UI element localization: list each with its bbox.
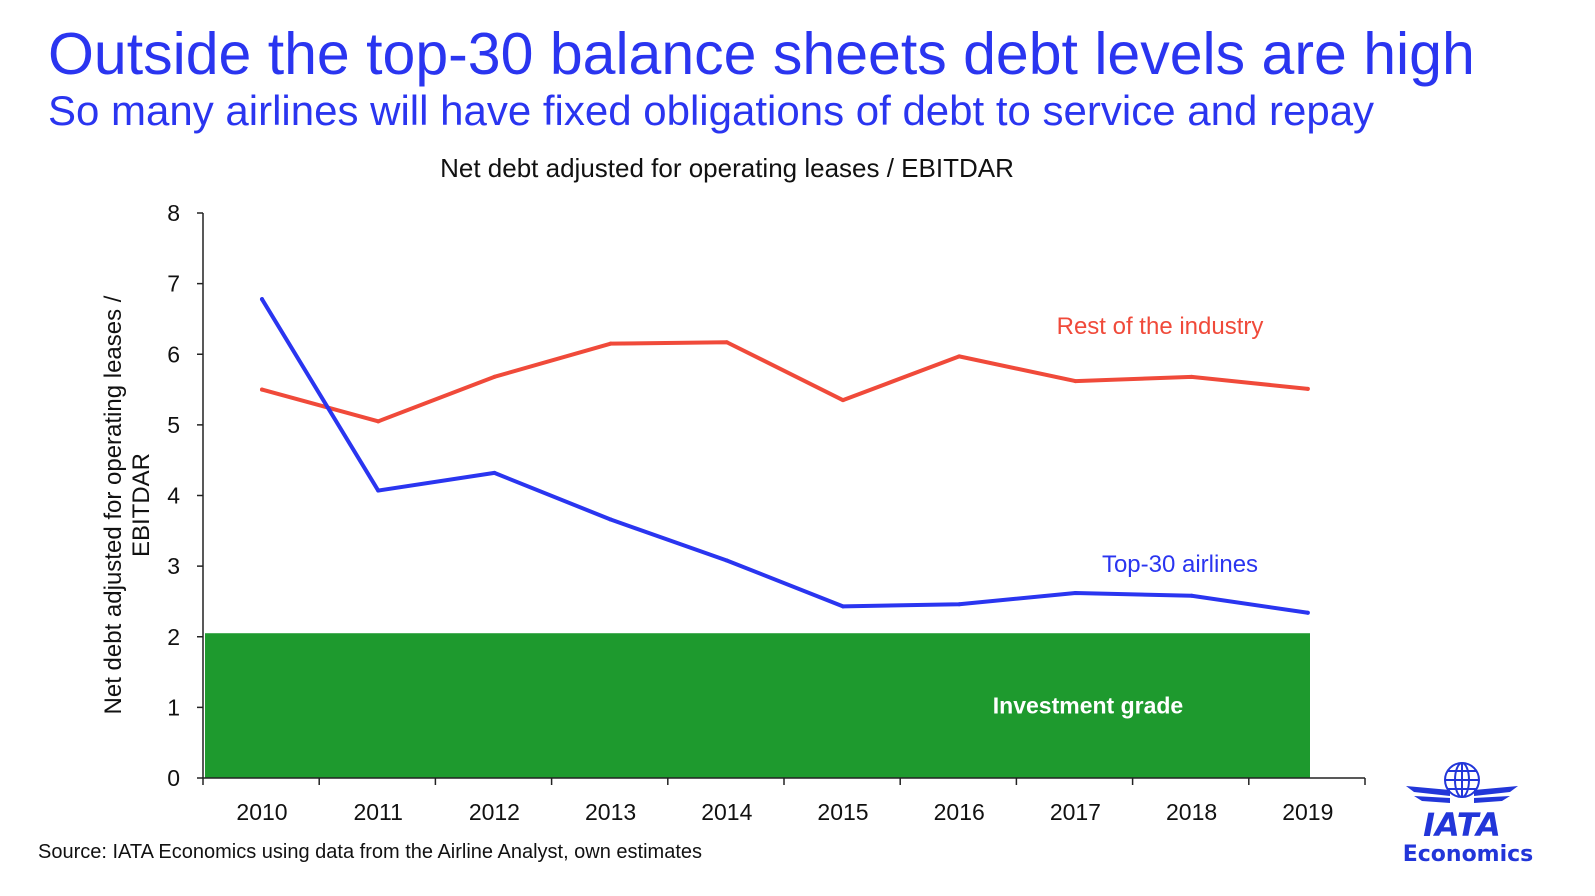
data-point <box>260 297 264 302</box>
y-tick-label: 1 <box>167 694 180 720</box>
band-layer: Investment grade <box>205 633 1310 778</box>
x-tick-label: 2016 <box>934 799 985 825</box>
data-point <box>957 354 962 359</box>
data-point <box>1189 593 1194 598</box>
data-point <box>260 387 264 392</box>
x-tick-label: 2017 <box>1050 799 1101 825</box>
x-tick-label: 2015 <box>817 799 868 825</box>
y-tick-label: 3 <box>167 553 180 579</box>
data-point <box>492 470 497 475</box>
y-tick-label: 7 <box>167 271 180 297</box>
x-tick-label: 2014 <box>701 799 752 825</box>
data-point <box>1305 386 1310 391</box>
headline: Outside the top-30 balance sheets debt l… <box>48 21 1475 87</box>
data-point <box>1189 374 1194 379</box>
data-point <box>608 341 613 346</box>
data-point <box>724 558 729 563</box>
data-point <box>724 340 729 345</box>
data-point <box>1073 590 1078 595</box>
logo-text: IATA <box>1423 806 1501 840</box>
axes-layer: 0 1 2 3 4 5 6 7 8 2010 2011 2012 2013 2014 2015 2016 201… <box>167 200 1366 825</box>
x-tick-label: 2012 <box>469 799 520 825</box>
y-tick-label: 0 <box>167 765 180 791</box>
series-line-1 <box>260 297 1310 615</box>
investment-grade-band <box>205 633 1310 778</box>
data-point <box>1073 379 1078 384</box>
y-tick-label: 8 <box>167 200 180 226</box>
series-layer <box>260 297 1310 615</box>
source-note: Source: IATA Economics using data from t… <box>38 841 703 863</box>
y-tick-label: 4 <box>167 483 180 509</box>
y-axis-label: Net debt adjusted for operating leases /… <box>100 295 155 714</box>
iata-globe-wings-icon: IATA <box>1406 762 1518 844</box>
y-tick-label: 5 <box>167 412 180 438</box>
x-tick-label: 2019 <box>1282 799 1333 825</box>
x-tick-label: 2013 <box>585 799 636 825</box>
series-label-1: Top-30 airlines <box>1102 551 1258 578</box>
label-layer: Rest of the industry Top-30 airlines <box>1057 313 1264 578</box>
data-point <box>608 517 613 522</box>
y-tick-label: 6 <box>167 341 180 367</box>
series-label-0: Rest of the industry <box>1057 313 1264 340</box>
investment-grade-label: Investment grade <box>993 693 1183 719</box>
data-point <box>376 419 381 424</box>
iata-economics-logo: IATA Economics <box>1400 760 1550 872</box>
data-point <box>957 602 962 607</box>
chart-title: Net debt adjusted for operating leases /… <box>440 153 1014 183</box>
data-point <box>492 374 497 379</box>
logo-subtext: Economics <box>1402 842 1534 867</box>
y-axis-label-line-2: EBITDAR <box>128 453 155 557</box>
series-line-0 <box>260 340 1310 424</box>
x-tick-label: 2018 <box>1166 799 1217 825</box>
data-point <box>841 604 845 609</box>
subheadline: So many airlines will have fixed obligat… <box>48 87 1375 134</box>
data-point <box>1305 610 1310 615</box>
x-tick-label: 2011 <box>353 799 402 825</box>
y-axis-label-line-1: Net debt adjusted for operating leases / <box>100 295 127 714</box>
y-tick-label: 2 <box>167 624 180 650</box>
data-point <box>841 398 845 403</box>
data-point <box>376 488 381 493</box>
x-tick-label: 2010 <box>236 799 287 825</box>
